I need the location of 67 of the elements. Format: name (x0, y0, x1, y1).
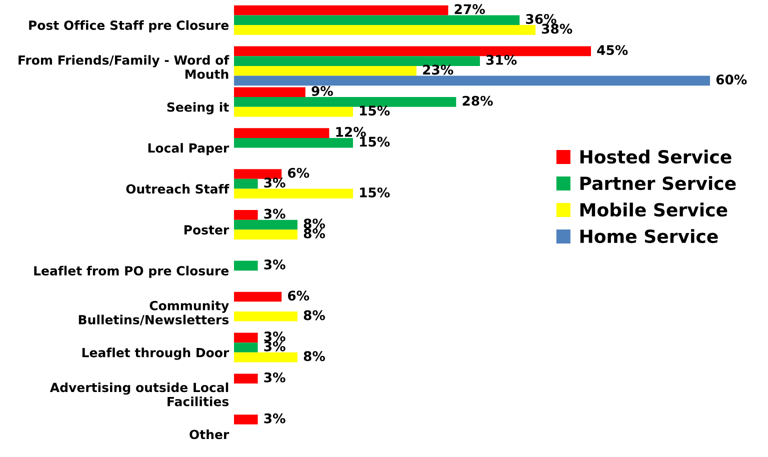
data-label: 8% (304, 310, 326, 320)
y-tick-label: From Friends/Family - Word of Mouth (18, 55, 230, 79)
data-label: 31% (486, 54, 517, 65)
data-label: 3% (264, 372, 286, 382)
bar (234, 292, 282, 302)
data-label: 3% (264, 178, 286, 188)
y-tick-label: Leaflet through Door (82, 348, 230, 360)
data-label: 15% (360, 136, 390, 147)
data-label: 15% (360, 106, 390, 116)
legend-label: Mobile Service (580, 202, 728, 217)
bar (234, 311, 298, 322)
data-label: 3% (264, 413, 286, 424)
data-label: 3% (264, 332, 286, 342)
y-tick-label: Poster (184, 225, 230, 235)
legend-label: Hosted Service (580, 150, 732, 164)
data-label: 15% (360, 187, 390, 198)
legend-label: Partner Service (580, 176, 736, 190)
data-label: 38% (542, 24, 572, 34)
data-label: 23% (423, 64, 454, 75)
bar (234, 15, 520, 26)
bar (234, 178, 258, 189)
bar (234, 25, 536, 35)
legend-label: Home Service (580, 229, 718, 244)
data-label: 9% (312, 86, 333, 96)
bar (234, 76, 710, 86)
data-label: 12% (336, 126, 366, 137)
bar (234, 220, 298, 230)
bar (234, 46, 591, 56)
data-label: 27% (454, 4, 485, 14)
bar (234, 66, 416, 76)
data-label: 60% (716, 74, 747, 85)
data-label: 8% (304, 351, 326, 362)
bar (234, 210, 258, 220)
data-label: 8% (304, 228, 326, 238)
y-tick-label: Leaflet from PO pre Closure (34, 266, 229, 278)
bar (234, 5, 448, 16)
y-tick-label: Seeing it (167, 102, 229, 114)
bar (234, 138, 353, 148)
y-tick-label: Advertising outside Local Facilities (50, 382, 229, 406)
data-label: 3% (264, 208, 286, 219)
y-tick-label: Community Bulletins/Newsletters (78, 300, 229, 326)
bar (234, 188, 353, 199)
data-label: 6% (288, 168, 310, 178)
data-label: 3% (264, 260, 286, 270)
y-tick-label: Other (190, 430, 230, 440)
y-tick-label: Local Paper (148, 143, 230, 156)
data-label: 45% (597, 45, 628, 56)
data-label: 28% (462, 96, 493, 106)
data-label: 8% (304, 218, 326, 229)
bar (234, 374, 258, 384)
bar (234, 260, 258, 271)
bar (234, 106, 353, 117)
data-label: 3% (264, 341, 286, 352)
bar (234, 352, 298, 362)
data-label: 36% (526, 14, 556, 24)
bar (234, 97, 456, 107)
bar (234, 128, 330, 138)
data-label: 6% (288, 290, 310, 301)
bar (234, 230, 298, 240)
bar (234, 414, 258, 424)
bar (234, 169, 282, 179)
y-tick-label: Post Office Staff pre Closure (29, 20, 229, 32)
bar (234, 56, 480, 66)
bar (234, 332, 258, 343)
bar (234, 342, 258, 352)
bar (234, 87, 306, 98)
y-tick-label: Outreach Staff (126, 184, 230, 194)
